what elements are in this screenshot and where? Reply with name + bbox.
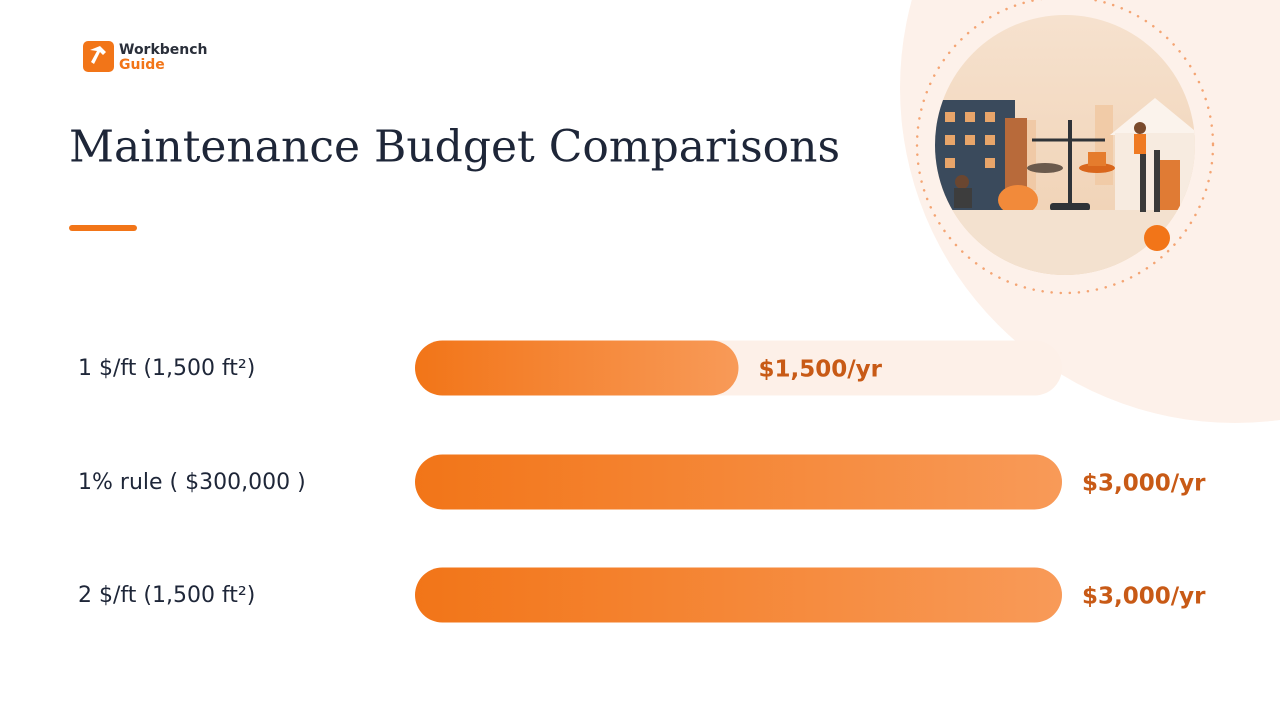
value-label: $3,000/yr [1082,584,1206,610]
value-label: $3,000/yr [1082,471,1206,497]
bar [415,340,739,396]
title-underline [69,225,137,231]
logo-icon [83,41,114,72]
logo-text: Guide [119,57,165,73]
logo-text: Workbench [119,42,208,58]
bar [415,454,1062,510]
category-label: 1% rule ( $300,000 ) [78,470,306,495]
logo-hammer [90,46,106,64]
chart-title: Maintenance Budget Comparisons [69,122,840,173]
bar [415,567,1062,623]
dotted-ring [915,0,1215,295]
category-label: 1 $/ft (1,500 ft²) [78,356,255,381]
plot: 1 $/ft (1,500 ft²) $1,500/yr 1% rule ( $30… [78,340,1206,623]
category-label: 2 $/ft (1,500 ft²) [78,583,255,608]
accent-dot [1144,225,1170,251]
value-label: $1,500/yr [759,357,883,383]
